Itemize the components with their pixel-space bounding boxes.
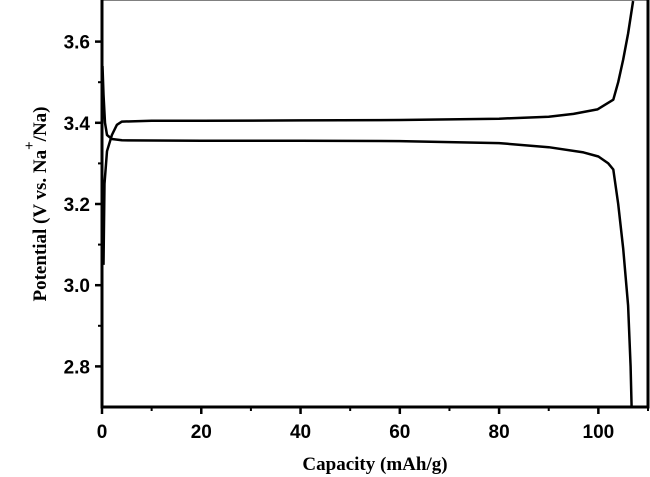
series-line-1 [102, 0, 635, 265]
y-tick-label: 2.8 [64, 357, 90, 378]
plot-area [101, 0, 635, 408]
series-line-2 [101, 65, 633, 408]
x-tick-label: 100 [583, 422, 615, 443]
x-tick-label: 20 [191, 422, 212, 443]
y-axis-label-tail: /Na) [30, 106, 51, 142]
ticks: 0 20 40 60 80 100 2.8 3.0 3.2 3.4 3.6 [64, 33, 649, 443]
x-tick-label: 40 [290, 422, 311, 443]
plot-frame [100, 0, 650, 409]
x-tick-label: 80 [489, 422, 510, 443]
x-tick-label: 60 [389, 422, 410, 443]
y-tick-label: 3.6 [64, 33, 90, 54]
x-tick-label: 0 [97, 422, 108, 443]
x-axis-label: Capacity (mAh/g) [302, 454, 447, 475]
y-tick-label: 3.0 [64, 276, 90, 297]
y-axis-label-sup: + [22, 141, 38, 150]
y-axis-label: Potential (V vs. Na+/Na) [22, 106, 51, 301]
y-axis-label-main: Potential (V vs. Na [30, 149, 51, 301]
y-tick-label: 3.2 [64, 195, 90, 216]
y-tick-label: 3.4 [64, 114, 91, 135]
